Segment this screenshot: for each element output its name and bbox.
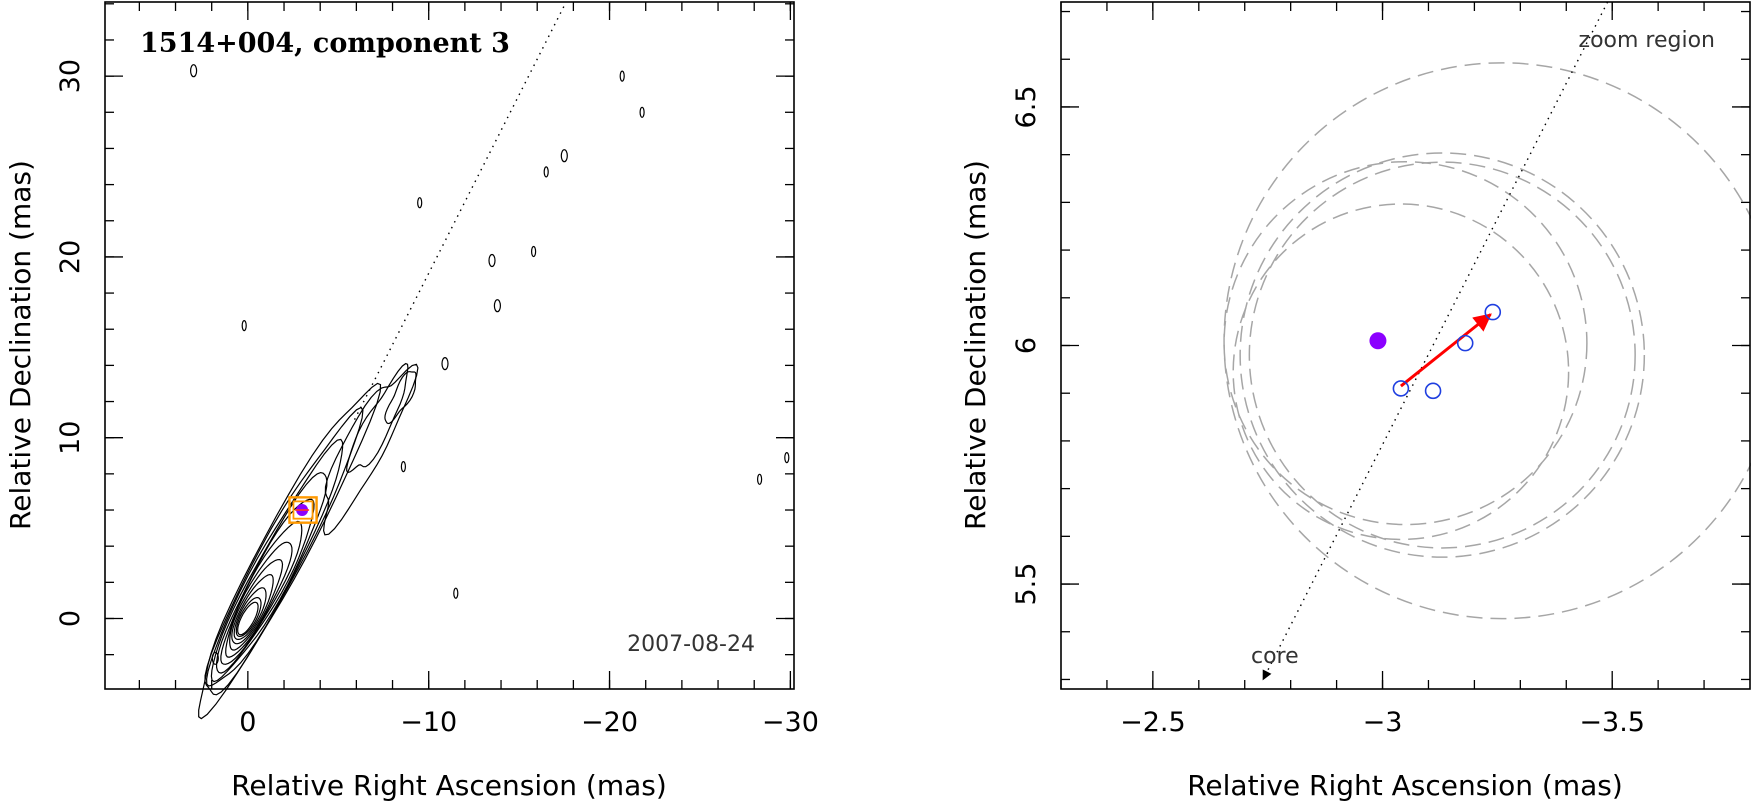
noise-contour <box>639 106 645 118</box>
left-x-axis-title: Relative Right Ascension (mas) <box>231 769 667 802</box>
epoch-positions <box>1392 303 1502 400</box>
right-y-axis-title: Relative Declination (mas) <box>959 160 992 530</box>
epoch-position-marker <box>1392 380 1410 397</box>
contour-level <box>233 587 267 641</box>
core-label: core <box>1251 644 1299 669</box>
contour-level <box>216 498 315 674</box>
noise-contour <box>453 587 459 599</box>
left-y-tick-label: 20 <box>55 240 86 274</box>
jet-axis-dotted <box>353 1 567 420</box>
jet-direction-line-zoom <box>1262 1 1609 681</box>
noise-contour <box>543 166 549 178</box>
noise-contour <box>493 299 501 313</box>
jet-contour <box>346 362 409 474</box>
noise-contour <box>560 149 568 163</box>
epoch-position-marker <box>1424 382 1442 400</box>
left-panel: 0 −10 −20 −30 0 10 20 30 1514+004, component 3… <box>4 1 819 802</box>
right-y-tick-label: 5.5 <box>1011 563 1042 606</box>
zoom-box <box>288 496 318 524</box>
beam-circle <box>1232 203 1570 541</box>
component-marker <box>295 504 310 517</box>
contour-map <box>190 64 790 720</box>
noise-contour <box>241 320 247 332</box>
right-y-tick-labels: 5.5 6 6.5 <box>1011 85 1042 605</box>
right-x-tick-label: −3.5 <box>1579 707 1645 738</box>
beam-circles <box>1223 62 1751 620</box>
jet-contour <box>322 363 419 536</box>
contour-level <box>229 558 284 651</box>
contour-level <box>210 471 328 683</box>
left-x-tick-label: −30 <box>762 707 819 738</box>
jet-contour <box>384 371 417 425</box>
right-y-tick-label: 6 <box>1011 337 1042 354</box>
noise-contour <box>619 70 625 82</box>
noise-contour <box>488 253 496 268</box>
left-x-tick-label: 0 <box>239 707 256 738</box>
left-x-tick-labels: 0 −10 −20 −30 <box>239 707 819 738</box>
left-y-tick-label: 30 <box>55 59 86 93</box>
contour-level <box>225 541 293 658</box>
contour-level <box>237 601 259 636</box>
noise-contour <box>211 651 219 665</box>
contour-level <box>220 520 303 665</box>
right-axis-ticks <box>1060 2 1750 689</box>
reference-position <box>1369 332 1387 350</box>
reference-position-dot <box>1369 332 1387 350</box>
motion-vector <box>1399 313 1492 388</box>
zoom-region-label: zoom region <box>1579 28 1715 53</box>
noise-contour <box>756 473 763 485</box>
contour-level <box>235 597 262 638</box>
left-plot-title: 1514+004, component 3 <box>140 28 510 59</box>
right-plot-frame <box>1060 1 1751 690</box>
left-x-tick-label: −10 <box>400 707 457 738</box>
noise-contour <box>190 64 198 78</box>
left-axis-ticks <box>105 2 794 689</box>
noise-contour <box>530 245 537 258</box>
beam-circle <box>1239 152 1646 558</box>
left-y-tick-labels: 0 10 20 30 <box>55 59 86 627</box>
right-panel: −2.5 −3 −3.5 5.5 6 6.5 zoom region core Rela… <box>959 1 1751 802</box>
contour-level <box>198 382 382 720</box>
contour-level <box>231 573 274 645</box>
left-x-tick-label: −20 <box>581 707 638 738</box>
jet-axis-dotted-zoom <box>1262 1 1609 681</box>
noise-contour <box>784 452 790 464</box>
motion-arrow <box>1399 313 1492 388</box>
epoch-position-marker <box>1456 334 1474 352</box>
right-x-axis-title: Relative Right Ascension (mas) <box>1187 769 1623 802</box>
left-y-tick-label: 10 <box>55 421 86 455</box>
jet-direction-line <box>353 1 567 420</box>
contour-level <box>205 438 344 687</box>
beam-circle <box>1223 160 1588 526</box>
zoom-box-inner <box>292 500 314 520</box>
noise-contour <box>400 461 406 473</box>
left-plot-frame <box>104 1 795 690</box>
epoch-position-marker <box>1484 303 1502 321</box>
left-y-axis-title: Relative Declination (mas) <box>4 160 37 530</box>
right-y-tick-label: 6.5 <box>1011 85 1042 128</box>
beam-circle <box>1248 161 1636 549</box>
left-y-tick-label: 0 <box>55 610 86 627</box>
right-x-tick-label: −2.5 <box>1120 707 1186 738</box>
right-x-tick-labels: −2.5 −3 −3.5 <box>1120 707 1645 738</box>
epoch-date-label: 2007-08-24 <box>627 632 755 657</box>
beam-circle <box>1223 62 1751 620</box>
zoom-box-outer <box>288 496 318 524</box>
noise-contour <box>417 197 423 209</box>
noise-contour <box>441 357 449 371</box>
right-x-tick-label: −3 <box>1363 707 1403 738</box>
